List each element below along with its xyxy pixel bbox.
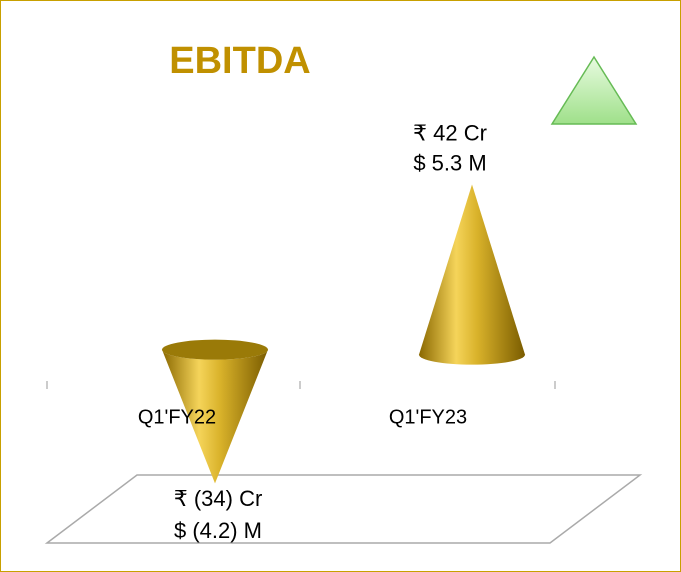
cone bbox=[162, 349, 268, 484]
value-label: $ (4.2) M bbox=[174, 518, 262, 543]
floor bbox=[44, 474, 643, 544]
x-tick-label: Q1'FY23 bbox=[389, 406, 467, 428]
chart-title: EBITDA bbox=[169, 40, 310, 82]
cone bbox=[419, 184, 525, 365]
value-label: ₹ 42 Cr bbox=[413, 120, 487, 145]
cone-cap bbox=[162, 339, 268, 360]
x-tick-label: Q1'FY22 bbox=[138, 406, 216, 428]
value-label: $ 5.3 M bbox=[413, 150, 486, 175]
trend-indicator bbox=[550, 55, 638, 125]
value-label: ₹ (34) Cr bbox=[174, 486, 263, 511]
